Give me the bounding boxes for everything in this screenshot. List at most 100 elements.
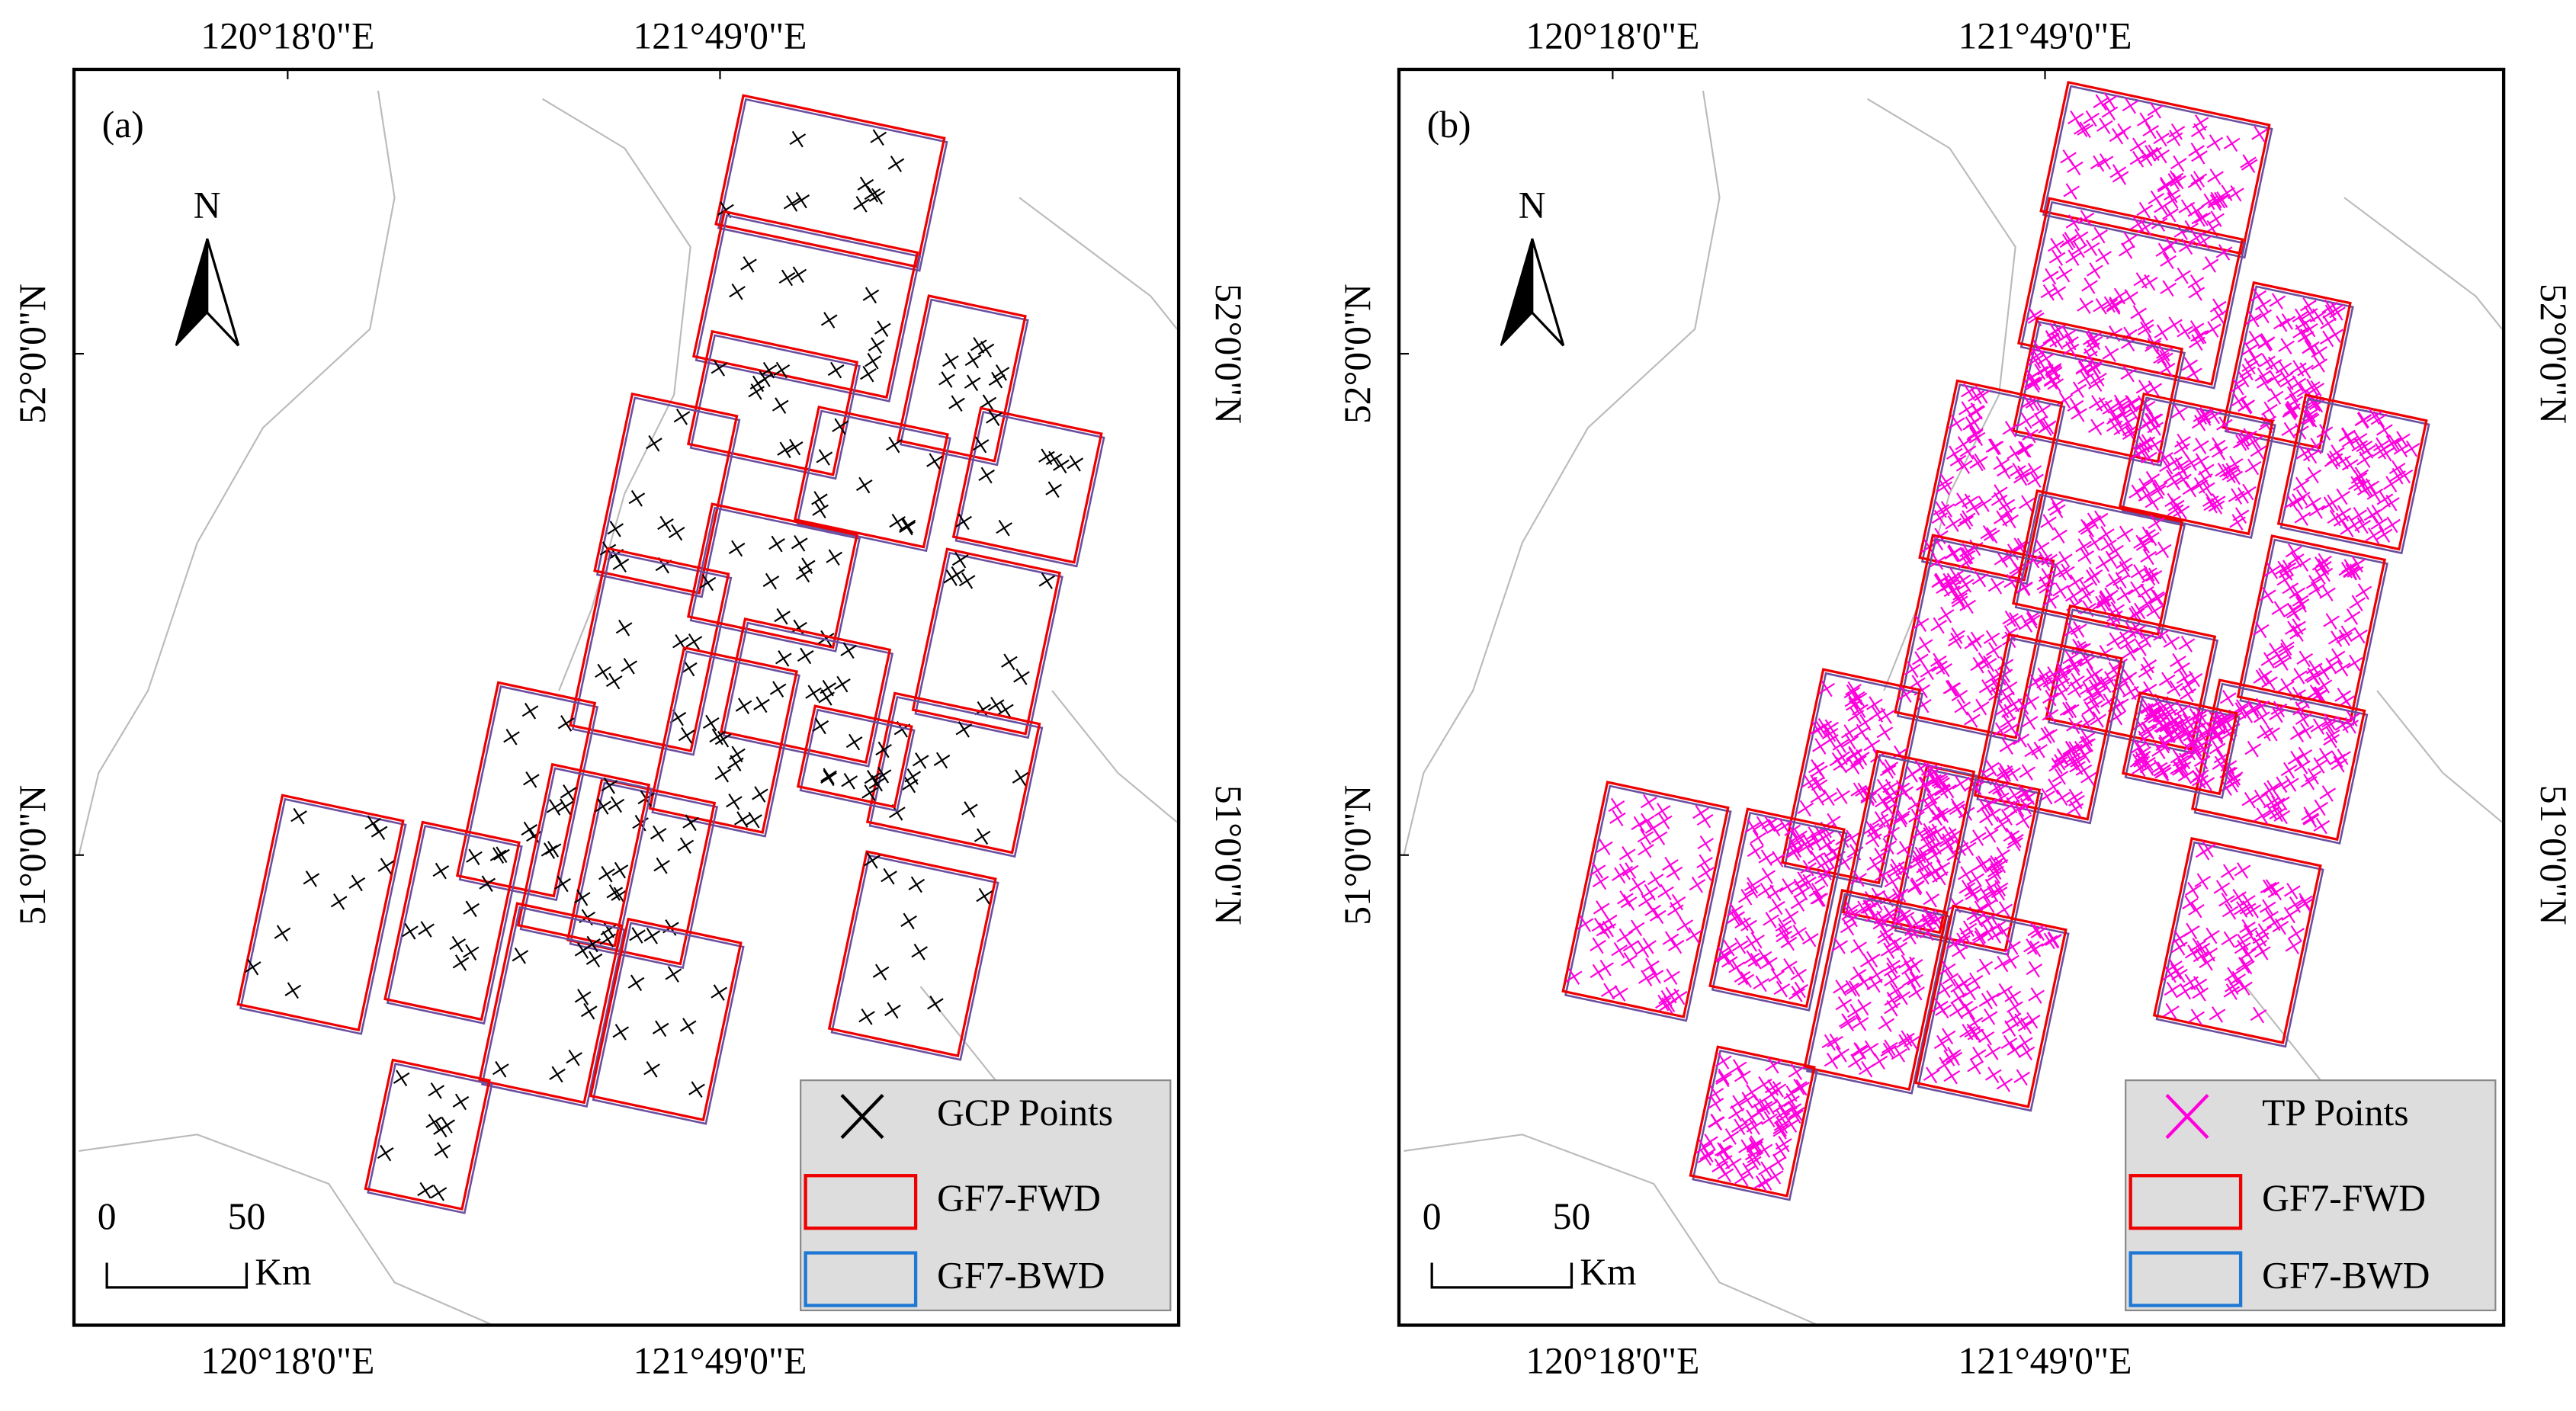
point-marker bbox=[1748, 932, 1765, 949]
point-marker bbox=[2002, 610, 2019, 627]
point-marker bbox=[2187, 203, 2205, 220]
point-marker bbox=[2202, 256, 2219, 273]
point-marker bbox=[1902, 928, 1920, 945]
point-marker bbox=[1846, 980, 1863, 997]
point-marker bbox=[2109, 127, 2126, 145]
point-marker bbox=[2338, 625, 2355, 643]
point-marker bbox=[2171, 966, 2188, 983]
footprint-bwd bbox=[1844, 754, 1978, 938]
point-marker bbox=[1708, 1113, 1724, 1130]
point-marker bbox=[493, 846, 510, 864]
point-marker bbox=[1744, 819, 1762, 836]
point-marker bbox=[1744, 1146, 1762, 1163]
top-coordinate: 120°18'0"E bbox=[1525, 15, 1699, 57]
point-marker bbox=[2236, 429, 2254, 447]
point-marker bbox=[2178, 636, 2196, 653]
point-marker bbox=[1938, 501, 1955, 518]
point-marker bbox=[1904, 765, 1921, 783]
point-marker bbox=[2188, 901, 2205, 919]
point-marker bbox=[1775, 917, 1792, 935]
point-marker bbox=[2042, 673, 2060, 691]
point-marker bbox=[2302, 447, 2320, 464]
point-marker bbox=[2091, 684, 2108, 701]
scale-tick: 50 bbox=[228, 1195, 266, 1237]
point-marker bbox=[1875, 793, 1891, 810]
point-marker bbox=[1881, 1039, 1898, 1057]
point-marker bbox=[2015, 441, 2032, 457]
point-marker bbox=[2096, 153, 2114, 170]
point-marker bbox=[2210, 307, 2228, 324]
point-marker bbox=[1647, 967, 1664, 984]
boundary-line bbox=[542, 98, 691, 691]
point-marker bbox=[1939, 838, 1957, 855]
point-marker bbox=[1896, 1034, 1913, 1051]
point-marker bbox=[1612, 985, 1628, 1002]
point-marker bbox=[2156, 345, 2173, 362]
point-marker bbox=[2223, 463, 2240, 479]
point-marker bbox=[2130, 216, 2147, 232]
point-marker bbox=[791, 619, 807, 637]
point-marker bbox=[864, 852, 881, 869]
right-coordinate: 52°0'0"N bbox=[1208, 284, 1250, 424]
point-marker bbox=[2230, 889, 2247, 906]
legend-label: GCP Points bbox=[937, 1092, 1113, 1134]
point-marker bbox=[2230, 378, 2247, 396]
point-marker bbox=[1909, 855, 1926, 872]
point-marker bbox=[870, 129, 887, 146]
point-marker bbox=[2180, 676, 2197, 694]
point-marker bbox=[2334, 505, 2352, 522]
point-marker bbox=[875, 741, 892, 758]
legend-point bbox=[2165, 1094, 2209, 1140]
point-marker bbox=[887, 156, 905, 172]
point-marker bbox=[1884, 972, 1901, 989]
point-marker bbox=[1731, 937, 1749, 954]
point-marker bbox=[1961, 383, 1978, 400]
point-marker bbox=[2018, 412, 2035, 429]
point-marker bbox=[1980, 524, 1997, 542]
point-marker bbox=[2064, 622, 2081, 639]
point-marker bbox=[1697, 864, 1715, 881]
point-marker bbox=[2132, 751, 2149, 768]
point-marker bbox=[1756, 1098, 1773, 1115]
point-marker bbox=[2106, 410, 2123, 428]
point-marker bbox=[1843, 829, 1860, 847]
point-marker bbox=[752, 786, 768, 803]
point-marker bbox=[760, 361, 778, 379]
point-marker bbox=[418, 921, 435, 938]
point-marker bbox=[605, 672, 623, 690]
point-marker bbox=[2196, 741, 2212, 758]
point-marker bbox=[1865, 908, 1882, 925]
point-marker bbox=[790, 266, 807, 284]
point-marker bbox=[2294, 555, 2311, 572]
point-marker bbox=[1631, 816, 1648, 833]
point-marker bbox=[1945, 515, 1962, 532]
point-marker bbox=[2051, 768, 2069, 785]
point-marker bbox=[1975, 495, 1993, 512]
point-marker bbox=[2211, 191, 2228, 209]
point-marker bbox=[2241, 428, 2257, 445]
footprint-bwd bbox=[2019, 200, 2247, 390]
point-marker bbox=[2239, 919, 2256, 936]
north-label: N bbox=[1519, 184, 1546, 226]
point-marker bbox=[874, 320, 891, 338]
point-marker bbox=[2268, 795, 2286, 812]
point-marker bbox=[2315, 677, 2333, 694]
point-marker bbox=[2101, 587, 2119, 604]
point-marker bbox=[2263, 794, 2280, 811]
point-marker bbox=[2129, 622, 2146, 640]
point-marker bbox=[2323, 613, 2340, 630]
point-marker bbox=[2149, 483, 2167, 499]
point-marker bbox=[2250, 937, 2268, 954]
point-marker bbox=[1638, 841, 1654, 858]
point-marker bbox=[2048, 249, 2066, 266]
point-marker bbox=[2014, 537, 2032, 555]
point-marker bbox=[2135, 730, 2152, 748]
point-marker bbox=[2311, 568, 2329, 585]
footprint-bwd bbox=[592, 922, 745, 1125]
point-marker bbox=[912, 752, 929, 769]
point-marker bbox=[1827, 1033, 1843, 1050]
point-marker bbox=[1992, 722, 2010, 739]
point-marker bbox=[1891, 1046, 1908, 1063]
point-marker bbox=[1657, 883, 1674, 901]
point-marker bbox=[2308, 502, 2326, 519]
